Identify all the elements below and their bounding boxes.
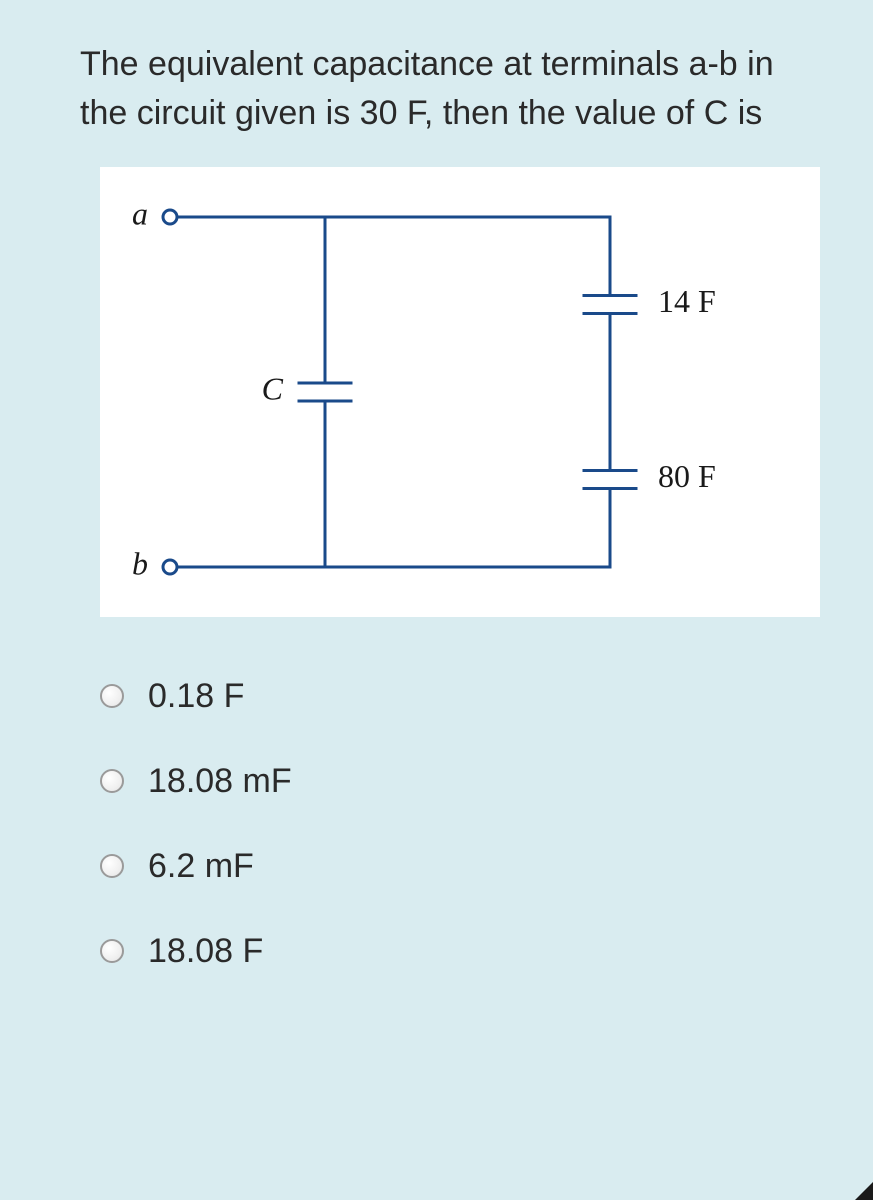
svg-text:b: b: [132, 545, 148, 581]
radio-icon: [100, 854, 124, 878]
option-1[interactable]: 0.18 F: [100, 677, 813, 716]
svg-text:C: C: [262, 370, 284, 406]
radio-icon: [100, 684, 124, 708]
svg-text:14 F: 14 F: [658, 282, 716, 318]
option-label: 18.08 F: [148, 932, 263, 971]
answer-options: 0.18 F 18.08 mF 6.2 mF 18.08 F: [100, 677, 813, 971]
svg-text:a: a: [132, 195, 148, 231]
option-2[interactable]: 18.08 mF: [100, 762, 813, 801]
option-label: 6.2 mF: [148, 847, 254, 886]
page-corner-icon: [855, 1182, 873, 1200]
option-4[interactable]: 18.08 F: [100, 932, 813, 971]
radio-icon: [100, 939, 124, 963]
circuit-diagram: C 14 F 80 F a b: [100, 167, 820, 617]
option-label: 0.18 F: [148, 677, 244, 716]
svg-text:80 F: 80 F: [658, 457, 716, 493]
option-3[interactable]: 6.2 mF: [100, 847, 813, 886]
radio-icon: [100, 769, 124, 793]
question-text: The equivalent capacitance at terminals …: [80, 40, 813, 139]
option-label: 18.08 mF: [148, 762, 292, 801]
circuit-svg: C 14 F 80 F a b: [100, 167, 820, 617]
